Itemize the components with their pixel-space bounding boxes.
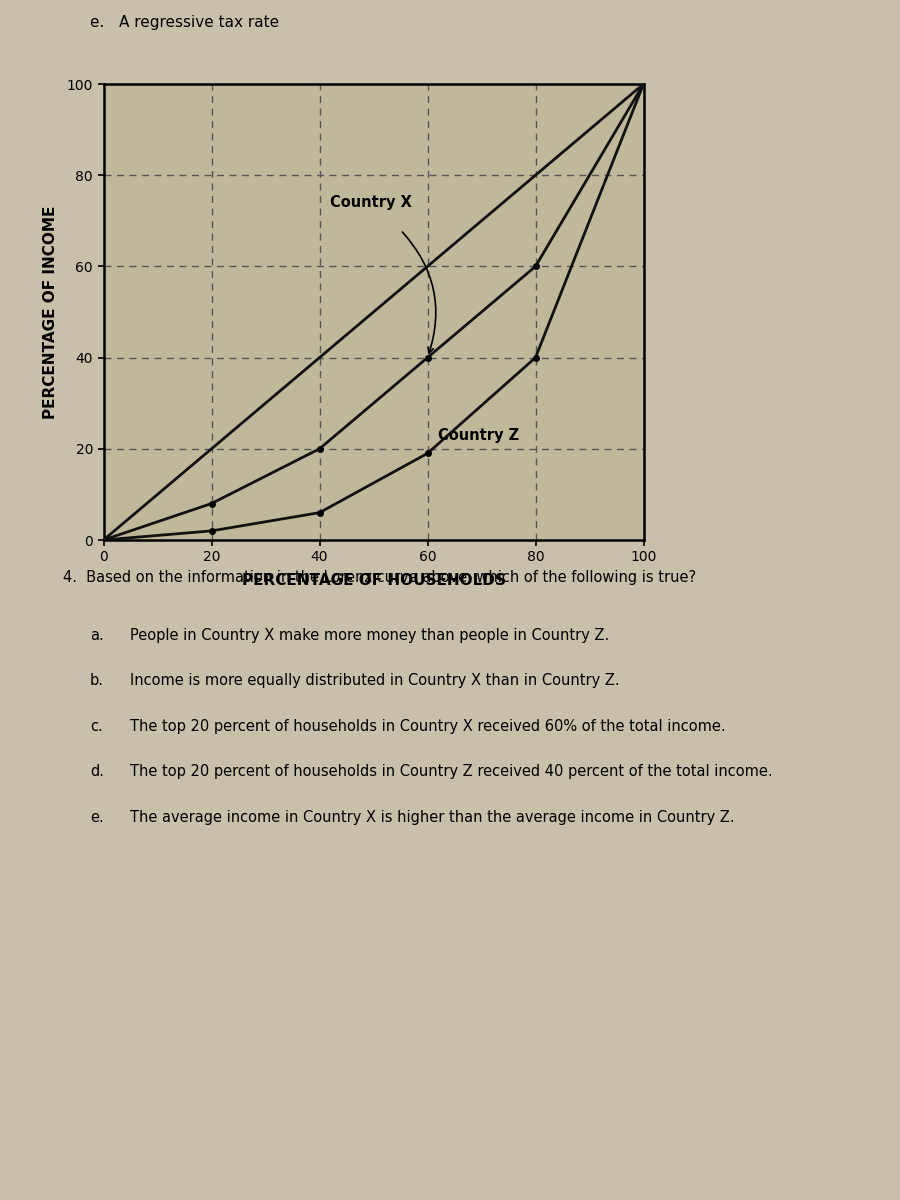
Text: The average income in Country X is higher than the average income in Country Z.: The average income in Country X is highe…	[130, 810, 735, 824]
Text: d.: d.	[90, 764, 104, 779]
Text: 4.  Based on the information in the Lorenz curve above, which of the following i: 4. Based on the information in the Loren…	[63, 570, 696, 584]
Text: The top 20 percent of households in Country X received 60% of the total income.: The top 20 percent of households in Coun…	[130, 719, 726, 733]
Text: e.: e.	[90, 810, 104, 824]
Text: Income is more equally distributed in Country X than in Country Z.: Income is more equally distributed in Co…	[130, 673, 620, 688]
Text: The top 20 percent of households in Country Z received 40 percent of the total i: The top 20 percent of households in Coun…	[130, 764, 773, 779]
Y-axis label: PERCENTAGE OF INCOME: PERCENTAGE OF INCOME	[43, 205, 58, 419]
X-axis label: PERCENTAGE OF HOUSEHOLDS: PERCENTAGE OF HOUSEHOLDS	[241, 572, 506, 588]
Text: Country X: Country X	[330, 196, 412, 210]
Text: a.: a.	[90, 628, 104, 642]
Text: b.: b.	[90, 673, 104, 688]
Text: Country Z: Country Z	[438, 427, 519, 443]
Text: e.   A regressive tax rate: e. A regressive tax rate	[90, 14, 279, 30]
Text: c.: c.	[90, 719, 103, 733]
Text: People in Country X make more money than people in Country Z.: People in Country X make more money than…	[130, 628, 610, 642]
